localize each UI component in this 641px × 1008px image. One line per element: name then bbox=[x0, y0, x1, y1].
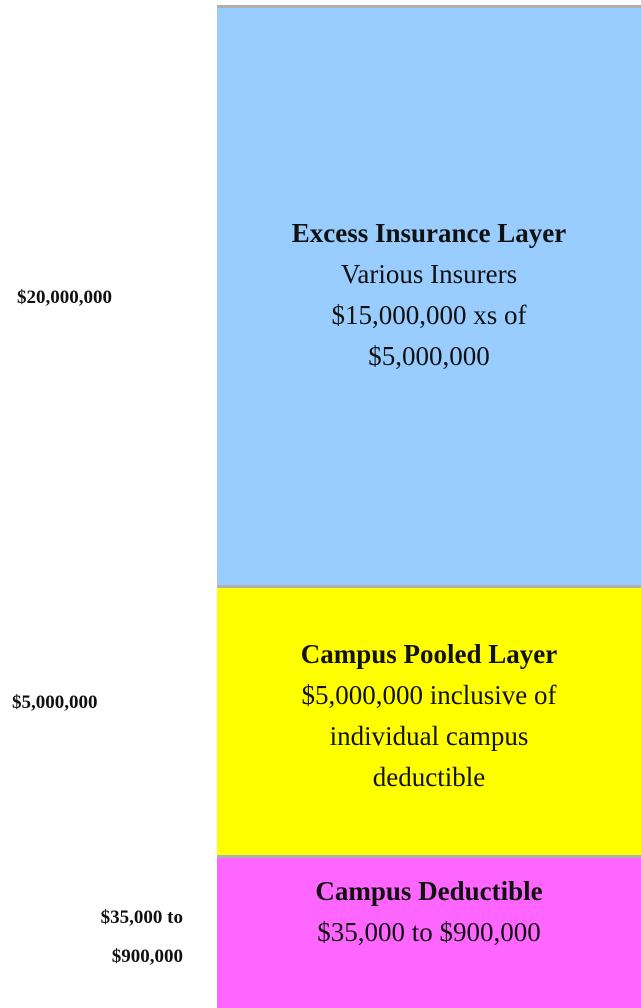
side-label: $5,000,000 bbox=[12, 683, 98, 722]
layer-box: Excess Insurance Layer Various Insurers $1… bbox=[217, 5, 641, 585]
layer-box: Campus Deductible $35,000 to $900,000 bbox=[217, 855, 641, 1008]
side-label: $35,000 to $900,000 bbox=[101, 898, 183, 976]
side-label-line: $900,000 bbox=[111, 946, 183, 967]
layer-line: deductible bbox=[372, 762, 486, 792]
layer-line: Various Insurers bbox=[340, 259, 518, 289]
layer-title: Campus Deductible bbox=[315, 876, 543, 906]
layer-box: Campus Pooled Layer $5,000,000 inclusive … bbox=[217, 585, 641, 855]
layer-title: Campus Pooled Layer bbox=[300, 639, 558, 669]
layer-line: $5,000,000 inclusive of bbox=[301, 680, 557, 710]
layer-title: Excess Insurance Layer bbox=[291, 218, 567, 248]
layer-line: $35,000 to $900,000 bbox=[317, 917, 541, 947]
layer-line: $15,000,000 xs of bbox=[331, 300, 527, 330]
side-label-line: $5,000,000 bbox=[12, 692, 98, 713]
side-label: $20,000,000 bbox=[17, 278, 112, 317]
layer-text: Campus Pooled Layer $5,000,000 inclusive … bbox=[217, 634, 641, 798]
side-label-line: $20,000,000 bbox=[17, 287, 112, 308]
layer-text: Campus Deductible $35,000 to $900,000 bbox=[217, 871, 641, 953]
layer-text: Excess Insurance Layer Various Insurers $1… bbox=[217, 213, 641, 377]
side-label-line: $35,000 to bbox=[100, 907, 183, 928]
layer-line: $5,000,000 bbox=[368, 341, 490, 371]
layer-line: individual campus bbox=[329, 721, 529, 751]
